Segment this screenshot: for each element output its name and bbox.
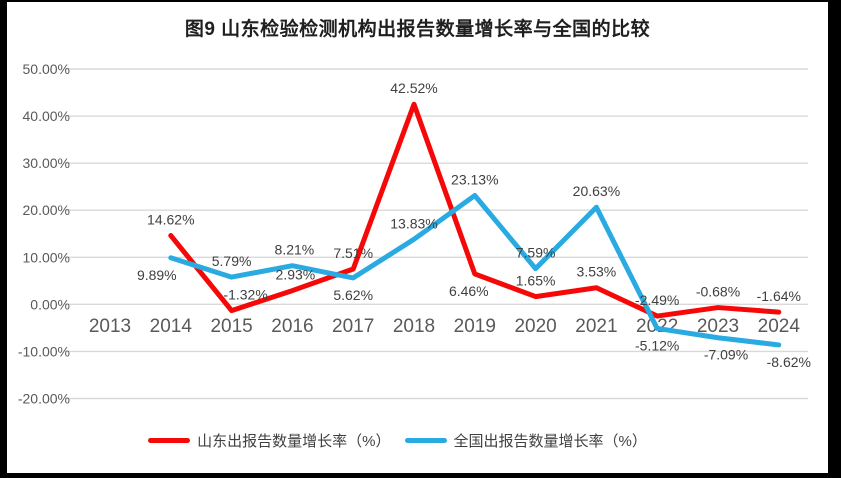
- y-tick-label: 20.00%: [23, 202, 70, 218]
- data-label: 5.62%: [333, 287, 373, 303]
- chart-legend: 山东出报告数量增长率（%） 全国出报告数量增长率（%）: [7, 430, 808, 451]
- data-label: 13.83%: [390, 215, 437, 231]
- data-label: -2.49%: [635, 292, 679, 308]
- x-tick-label: 2024: [758, 316, 801, 337]
- legend-item-shandong: 山东出报告数量增长率（%）: [148, 430, 391, 451]
- chart-card: 图9 山东检验检测机构出报告数量增长率与全国的比较 50.00% 40.00% 30…: [7, 2, 828, 473]
- y-tick-label: 40.00%: [23, 108, 70, 124]
- x-tick-label: 2013: [89, 316, 131, 337]
- line-chart-plot: 50.00% 40.00% 30.00% 20.00% 10.00% 0.00% -10.0…: [18, 61, 811, 407]
- y-tick-label: 0.00%: [30, 296, 70, 312]
- y-tick-label: -10.00%: [18, 343, 70, 359]
- x-tick-label: 2018: [393, 316, 435, 337]
- y-tick-label: 10.00%: [23, 249, 70, 265]
- x-tick-label: 2020: [514, 316, 556, 337]
- data-label: 7.51%: [333, 245, 373, 261]
- data-label: -1.64%: [757, 288, 801, 304]
- data-label: 8.21%: [275, 242, 315, 258]
- data-label: -8.62%: [767, 354, 811, 370]
- x-tick-label: 2019: [454, 316, 496, 337]
- data-label: 9.89%: [137, 267, 177, 283]
- data-label: -7.09%: [704, 347, 748, 363]
- x-tick-label: 2015: [210, 316, 252, 337]
- legend-item-national: 全国出报告数量增长率（%）: [404, 430, 647, 451]
- x-tick-label: 2017: [332, 316, 374, 337]
- series-line-shandong: [168, 101, 782, 319]
- data-label: 23.13%: [451, 171, 498, 187]
- data-label: 20.63%: [573, 183, 620, 199]
- x-tick-label: 2021: [575, 316, 617, 337]
- data-label: 5.79%: [212, 253, 252, 269]
- data-label: 6.46%: [449, 283, 489, 299]
- data-label: 1.65%: [516, 273, 556, 289]
- x-tick-label: 2023: [697, 316, 739, 337]
- data-label: 2.93%: [276, 267, 316, 283]
- data-label: 7.59%: [516, 245, 556, 261]
- data-label: -5.12%: [635, 337, 679, 353]
- legend-swatch-national-blue-line: [404, 438, 447, 443]
- data-label: 3.53%: [577, 264, 617, 280]
- y-tick-label: 30.00%: [23, 155, 70, 171]
- data-label: -1.32%: [223, 287, 267, 303]
- data-label: 42.52%: [390, 80, 437, 96]
- x-tick-label: 2014: [150, 316, 193, 337]
- legend-swatch-shandong-red-line: [148, 438, 191, 443]
- data-label: -0.68%: [696, 284, 740, 300]
- legend-label-national: 全国出报告数量增长率（%）: [453, 433, 647, 450]
- y-tick-label: -20.00%: [18, 391, 70, 407]
- data-label: 14.62%: [147, 212, 194, 228]
- series-line-national: [168, 192, 782, 348]
- y-tick-label: 50.00%: [23, 61, 70, 77]
- x-tick-label: 2016: [271, 316, 313, 337]
- chart-title: 图9 山东检验检测机构出报告数量增长率与全国的比较: [184, 19, 651, 40]
- legend-label-shandong: 山东出报告数量增长率（%）: [197, 433, 391, 450]
